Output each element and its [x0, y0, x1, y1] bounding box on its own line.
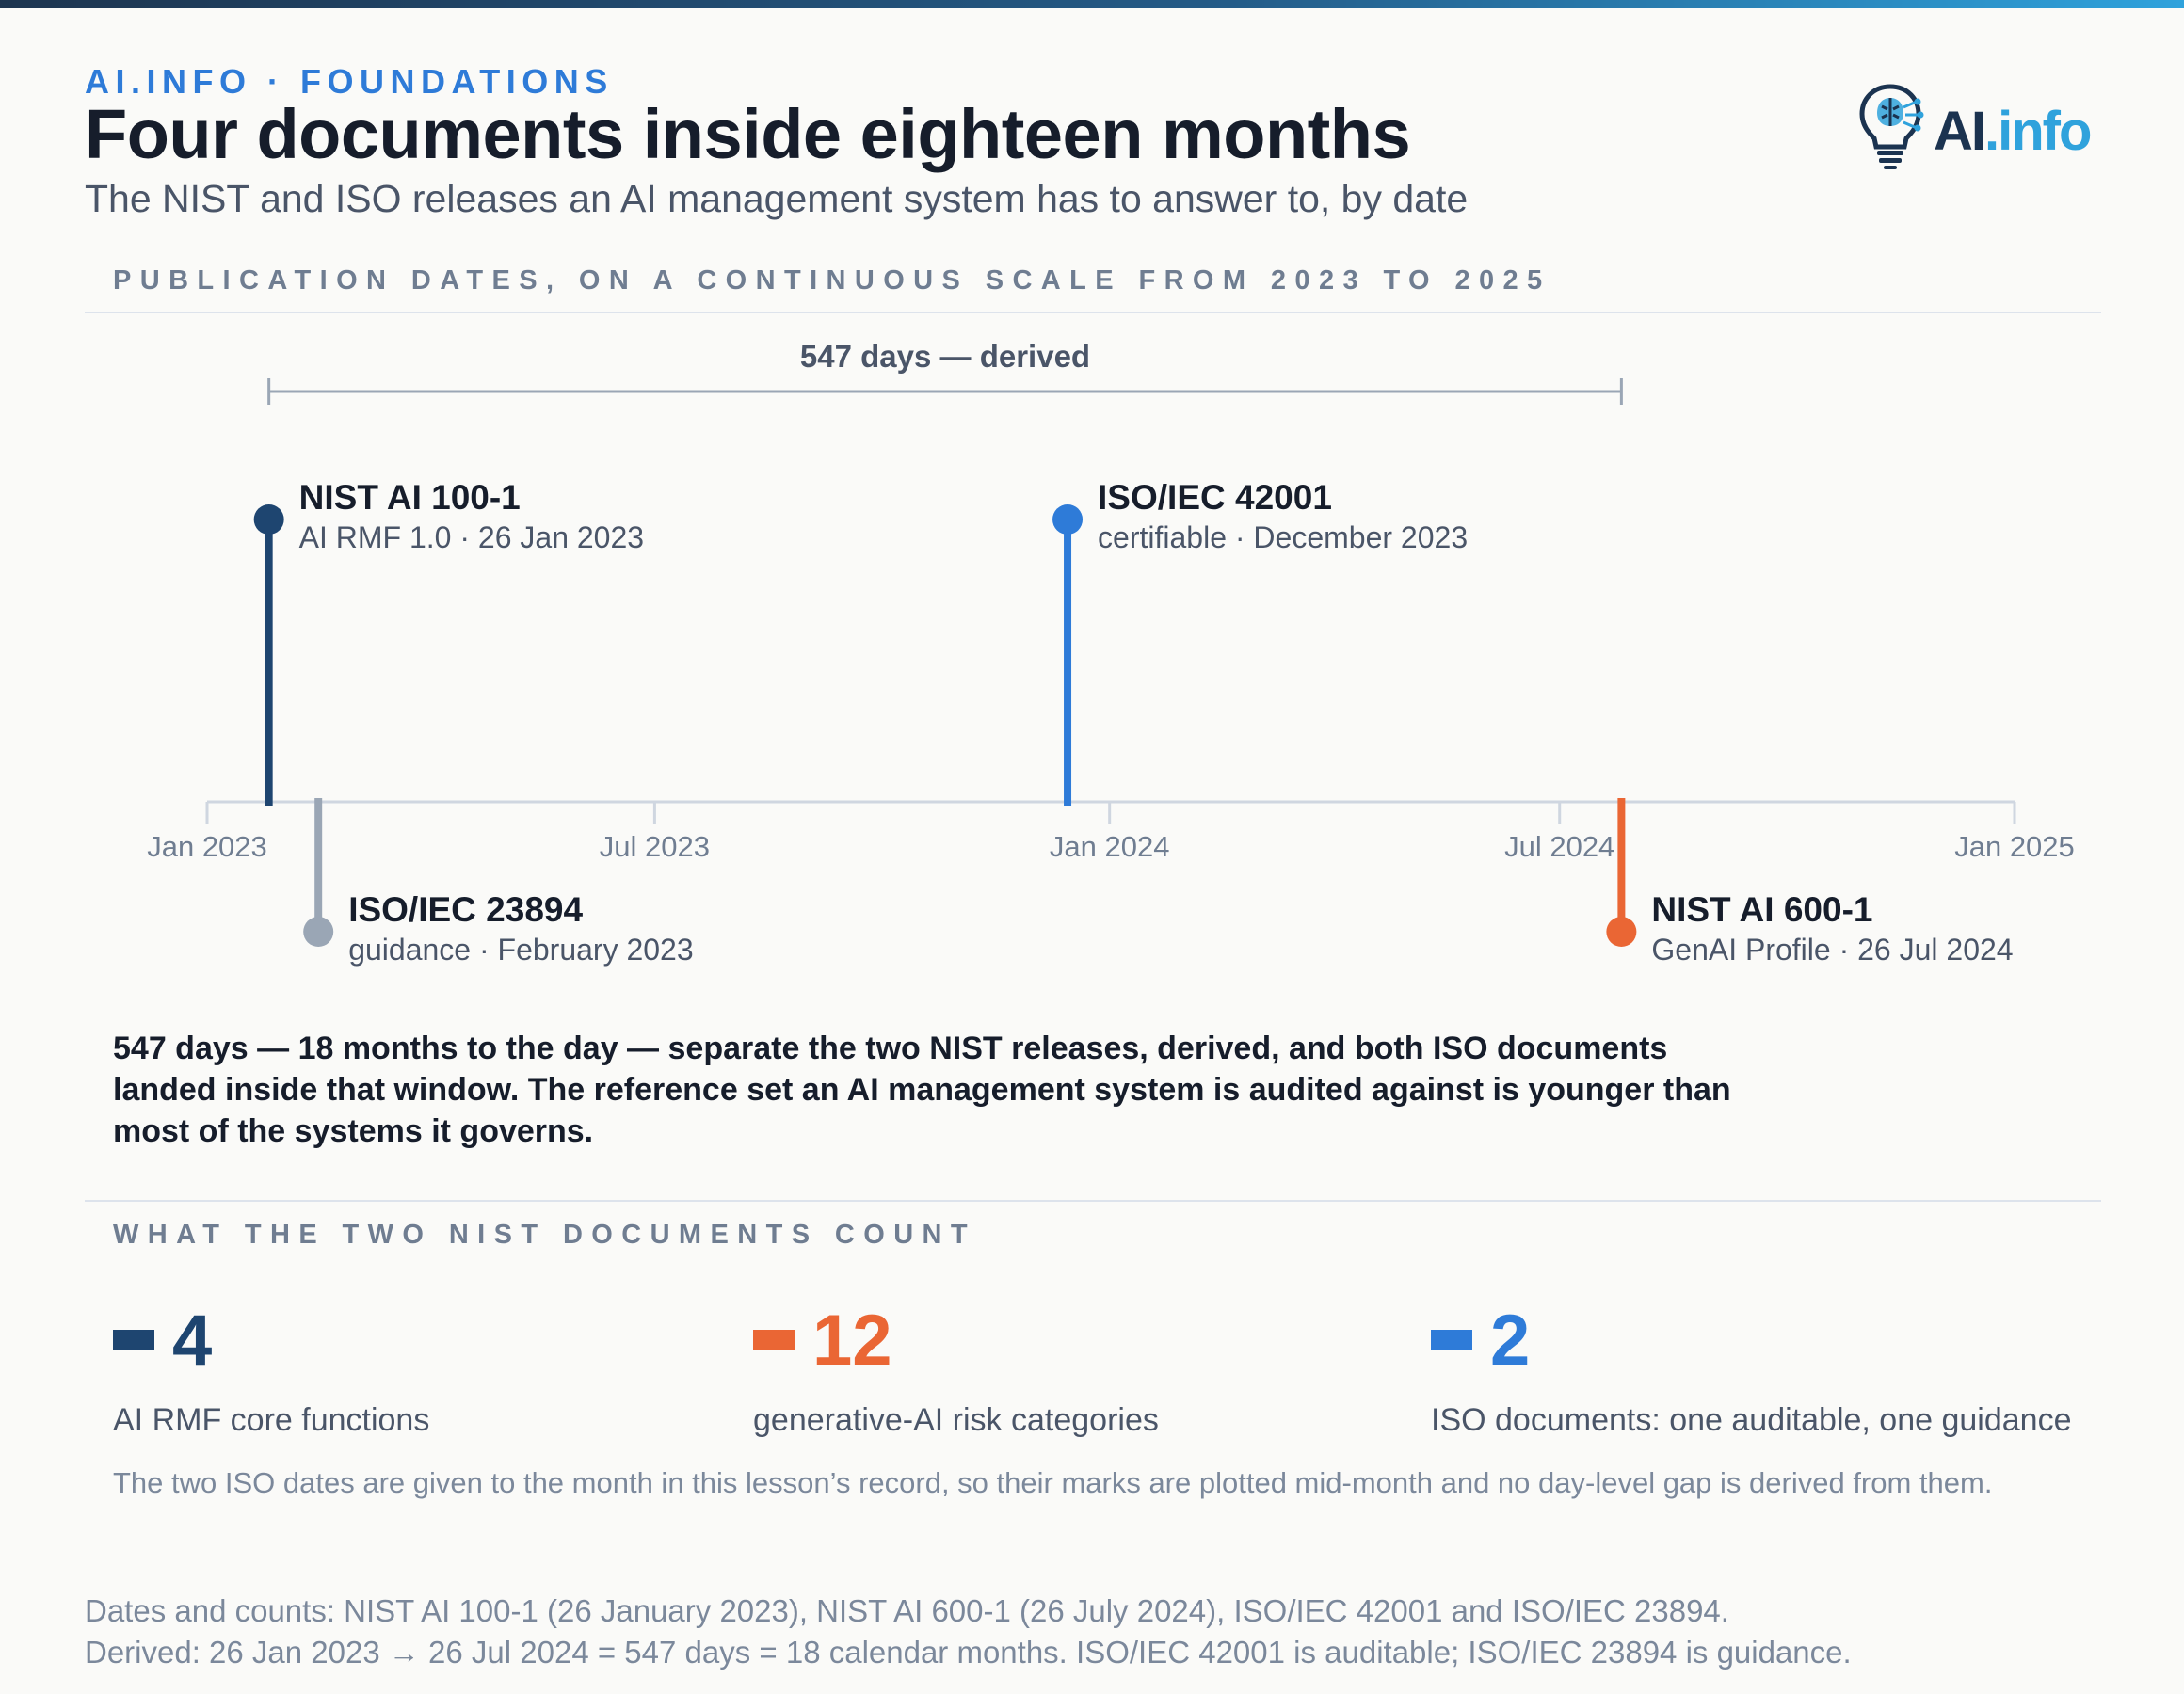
event-detail: guidance · February 2023 — [348, 933, 693, 967]
stat-label: AI RMF core functions — [113, 1402, 430, 1438]
ai-info-logo: AI.info — [1856, 81, 2101, 175]
event-name: NIST AI 100-1 — [299, 478, 521, 517]
event-marker — [253, 504, 284, 535]
timeline-chart: Jan 2023 Jul 2023 Jan 2024 Jul 2024 Jan 2025… — [147, 339, 2075, 967]
counts-section-label: WHAT THE TWO NIST DOCUMENTS COUNT — [113, 1220, 976, 1250]
event-name: ISO/IEC 23894 — [348, 890, 583, 929]
page-title: Four documents inside eighteen months — [85, 95, 1411, 173]
logo-text-info: .info — [1984, 101, 2092, 162]
axis-tick-label: Jul 2023 — [600, 830, 710, 863]
stat-swatch — [753, 1330, 795, 1350]
stat-label: ISO documents: one auditable, one guidan… — [1431, 1402, 2072, 1438]
axis-tick-label: Jan 2023 — [147, 830, 267, 863]
event-name: NIST AI 600-1 — [1651, 890, 1872, 929]
insight-text: 547 days — 18 months to the day — separa… — [113, 1031, 1731, 1149]
event-marker — [1052, 504, 1084, 535]
kicker: AI.INFO · FOUNDATIONS — [85, 62, 614, 101]
event-marker — [1606, 917, 1637, 947]
event-detail: AI RMF 1.0 · 26 Jan 2023 — [299, 520, 644, 554]
axis-tick-label: Jan 2025 — [1954, 830, 2075, 863]
page-subtitle: The NIST and ISO releases an AI manageme… — [85, 177, 1469, 220]
lightbulb-brain-icon — [1859, 84, 1924, 169]
logo-wordmark: AI.info — [1934, 100, 2092, 163]
footer-line: Derived: 26 Jan 2023 → 26 Jul 2024 = 547… — [85, 1635, 1852, 1670]
stat-label: generative-AI risk categories — [753, 1402, 1159, 1438]
stat-value: 2 — [1490, 1301, 1531, 1381]
logo-text-ai: AI — [1934, 101, 1986, 162]
stat-value: 12 — [812, 1301, 892, 1381]
timeline-section-label: PUBLICATION DATES, ON A CONTINUOUS SCALE… — [113, 265, 1551, 296]
stat-swatch — [113, 1330, 154, 1350]
divider — [85, 312, 2101, 313]
event-detail: certifiable · December 2023 — [1098, 520, 1468, 554]
event-marker — [303, 917, 334, 947]
axis-tick-label: Jul 2024 — [1504, 830, 1614, 863]
event-detail: GenAI Profile · 26 Jul 2024 — [1651, 933, 2013, 967]
span-label: 547 days — derived — [800, 339, 1090, 374]
event-name: ISO/IEC 42001 — [1098, 478, 1332, 517]
divider — [85, 1200, 2101, 1202]
axis-tick-label: Jan 2024 — [1050, 830, 1170, 863]
stat-swatch — [1431, 1330, 1472, 1350]
top-accent-bar — [0, 0, 2184, 8]
footer-line: Dates and counts: NIST AI 100-1 (26 Janu… — [85, 1593, 1729, 1628]
source-footer: Dates and counts: NIST AI 100-1 (26 Janu… — [85, 1590, 1852, 1673]
stat-value: 4 — [172, 1301, 213, 1381]
method-note: The two ISO dates are given to the month… — [113, 1466, 1993, 1499]
